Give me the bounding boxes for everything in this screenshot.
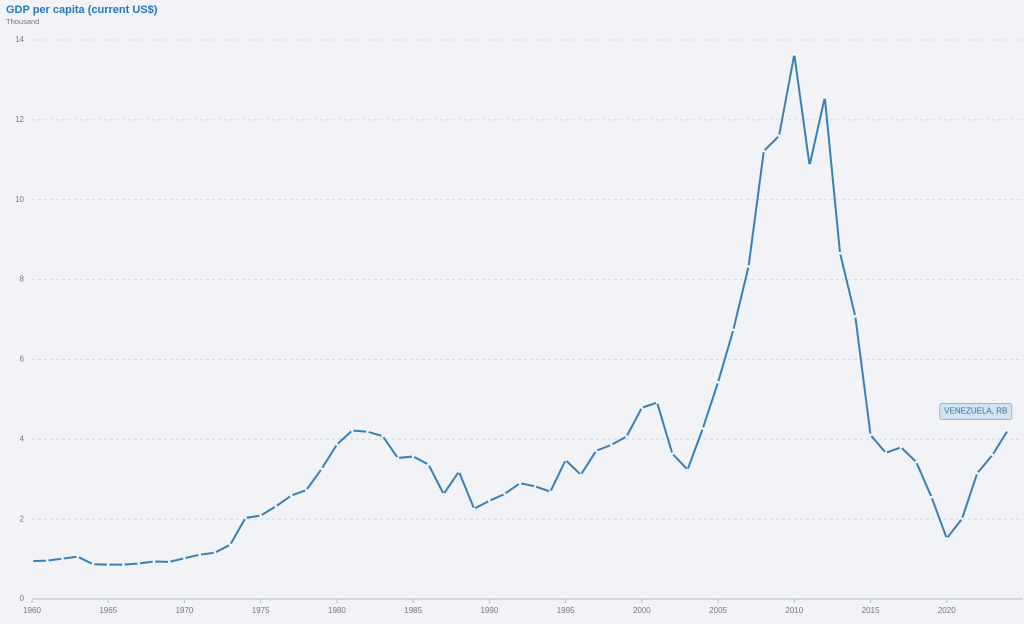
point: [427, 463, 430, 466]
point: [289, 494, 293, 497]
point: [899, 445, 903, 449]
point: [991, 453, 994, 457]
x-tick-label: 1980: [328, 606, 346, 615]
point: [167, 560, 171, 564]
point: [594, 449, 598, 453]
point: [808, 164, 811, 167]
point: [960, 517, 964, 521]
point: [45, 559, 49, 562]
point: [518, 481, 522, 485]
point: [625, 435, 628, 438]
x-tick-label: 1965: [99, 606, 117, 615]
y-tick-label: 2: [20, 514, 25, 523]
x-tick-label: 1975: [252, 606, 270, 615]
point: [869, 433, 872, 437]
point: [366, 430, 369, 433]
point: [853, 315, 857, 318]
point: [838, 251, 842, 255]
point: [762, 149, 766, 153]
point: [442, 492, 445, 496]
point: [305, 488, 308, 492]
point: [350, 429, 354, 432]
x-tick-label: 1985: [404, 606, 422, 615]
point: [610, 443, 613, 447]
point: [793, 53, 796, 56]
point: [640, 406, 644, 410]
point: [472, 507, 476, 511]
point: [61, 557, 64, 560]
point: [884, 451, 888, 455]
point: [747, 265, 750, 268]
point: [228, 543, 232, 546]
point: [549, 490, 552, 493]
point: [823, 96, 827, 99]
point: [716, 380, 720, 384]
point: [533, 485, 537, 488]
point: [76, 555, 80, 558]
y-tick-label: 4: [20, 434, 25, 443]
x-tick-label: 1990: [480, 606, 498, 615]
x-tick-label: 2015: [862, 606, 880, 615]
y-tick-label: 8: [20, 275, 25, 284]
point: [213, 551, 217, 554]
point: [975, 471, 979, 475]
chart-title: GDP per capita (current US$): [6, 4, 158, 16]
point: [655, 401, 659, 404]
x-tick-label: 2005: [709, 606, 727, 615]
point: [488, 499, 491, 503]
x-tick-label: 1960: [23, 606, 41, 615]
point: [945, 537, 949, 540]
y-tick-label: 0: [20, 594, 25, 603]
x-tick-label: 1995: [557, 606, 575, 615]
point: [732, 328, 735, 332]
point: [503, 492, 506, 496]
series-label: VENEZUELA, RB: [939, 403, 1013, 421]
point: [701, 427, 705, 430]
y-tick-label: 12: [15, 115, 24, 124]
point: [30, 559, 34, 563]
chart-subtitle: Thousand: [6, 17, 39, 26]
line: [31, 54, 1009, 566]
point: [274, 505, 278, 508]
point: [152, 560, 156, 563]
point: [1006, 429, 1010, 432]
point: [198, 553, 202, 556]
point: [686, 468, 689, 471]
x-tick-label: 1970: [176, 606, 194, 615]
point: [259, 514, 262, 517]
x-tick-label: 2000: [633, 606, 651, 615]
point: [335, 443, 339, 446]
y-tick-label: 14: [15, 35, 24, 44]
point: [930, 495, 933, 499]
point: [381, 434, 384, 438]
point: [671, 452, 674, 455]
point: [122, 563, 125, 566]
point: [564, 458, 567, 462]
series-label-text: VENEZUELA, RB: [944, 407, 1007, 416]
point: [91, 562, 95, 566]
y-tick-label: 6: [20, 355, 25, 364]
point: [411, 455, 415, 458]
point: [320, 467, 323, 471]
point: [777, 134, 781, 138]
x-tick-label: 2010: [785, 606, 803, 615]
point: [183, 556, 186, 560]
point: [579, 473, 583, 477]
point: [244, 516, 247, 520]
point: [106, 563, 110, 566]
y-tick-label: 10: [15, 195, 24, 204]
point: [137, 562, 141, 565]
point: [914, 460, 918, 464]
series-label-box: [939, 403, 1013, 421]
x-tick-label: 2020: [938, 606, 956, 615]
point: [396, 456, 400, 460]
point: [457, 470, 461, 473]
